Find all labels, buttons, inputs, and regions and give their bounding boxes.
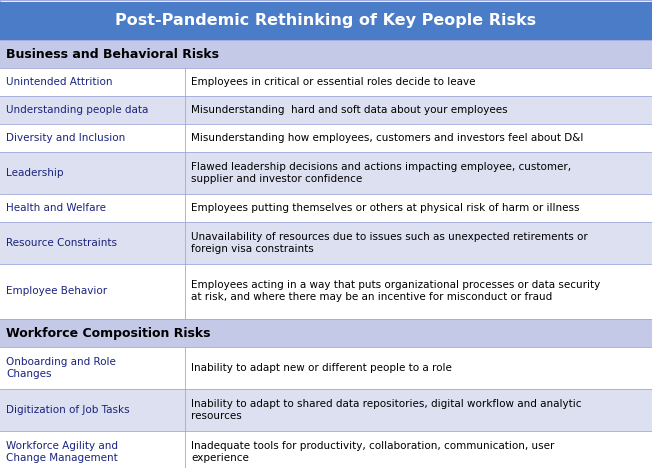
Text: Flawed leadership decisions and actions impacting employee, customer,
supplier a: Flawed leadership decisions and actions … (191, 162, 571, 184)
Text: Employees putting themselves or others at physical risk of harm or illness: Employees putting themselves or others a… (191, 203, 580, 213)
Text: Inadequate tools for productivity, collaboration, communication, user
experience: Inadequate tools for productivity, colla… (191, 441, 554, 463)
Text: Workforce Composition Risks: Workforce Composition Risks (6, 327, 211, 339)
Text: Inability to adapt to shared data repositories, digital workflow and analytic
re: Inability to adapt to shared data reposi… (191, 399, 582, 421)
Text: Business and Behavioral Risks: Business and Behavioral Risks (6, 47, 219, 60)
Bar (0, 96, 652, 124)
Bar (0, 68, 652, 96)
Bar (0, 2, 652, 40)
Bar (0, 152, 652, 194)
Text: Inability to adapt new or different people to a role: Inability to adapt new or different peop… (191, 363, 452, 373)
Text: Employee Behavior: Employee Behavior (6, 286, 107, 297)
Bar (0, 319, 652, 347)
Text: Unintended Attrition: Unintended Attrition (6, 77, 113, 87)
Text: Workforce Agility and
Change Management: Workforce Agility and Change Management (6, 441, 118, 463)
Bar (0, 40, 652, 68)
Bar (0, 124, 652, 152)
Text: Employees in critical or essential roles decide to leave: Employees in critical or essential roles… (191, 77, 475, 87)
Text: Diversity and Inclusion: Diversity and Inclusion (6, 133, 125, 143)
Bar (0, 264, 652, 319)
Text: Misunderstanding how employees, customers and investors feel about D&I: Misunderstanding how employees, customer… (191, 133, 584, 143)
Text: Post-Pandemic Rethinking of Key People Risks: Post-Pandemic Rethinking of Key People R… (115, 14, 537, 29)
Text: Leadership: Leadership (6, 168, 63, 178)
Text: Understanding people data: Understanding people data (6, 105, 149, 115)
Text: Misunderstanding  hard and soft data about your employees: Misunderstanding hard and soft data abou… (191, 105, 508, 115)
Bar (0, 431, 652, 468)
Text: Health and Welfare: Health and Welfare (6, 203, 106, 213)
Bar (0, 194, 652, 222)
Bar (0, 347, 652, 389)
Text: Digitization of Job Tasks: Digitization of Job Tasks (6, 405, 130, 415)
Text: Unavailability of resources due to issues such as unexpected retirements or
fore: Unavailability of resources due to issue… (191, 232, 587, 254)
Text: Resource Constraints: Resource Constraints (6, 238, 117, 248)
Bar (0, 222, 652, 264)
Text: Onboarding and Role
Changes: Onboarding and Role Changes (6, 357, 116, 379)
Bar (0, 389, 652, 431)
Text: Employees acting in a way that puts organizational processes or data security
at: Employees acting in a way that puts orga… (191, 280, 600, 302)
